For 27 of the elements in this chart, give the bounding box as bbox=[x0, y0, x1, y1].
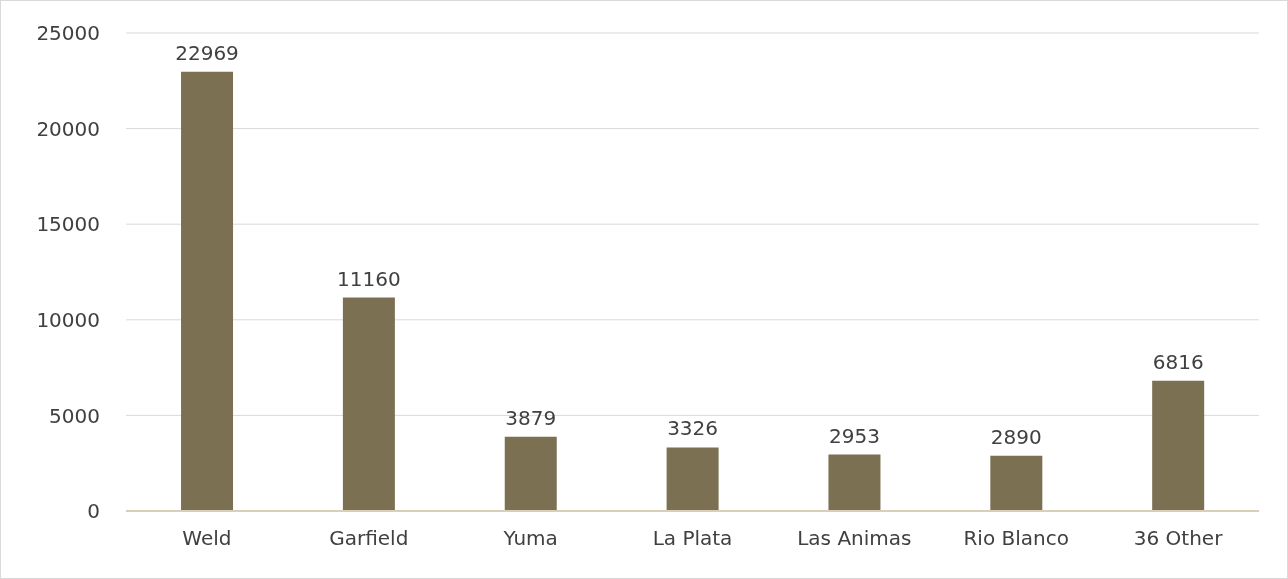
bar bbox=[990, 455, 1043, 511]
data-label: 2890 bbox=[990, 424, 1042, 449]
y-tick-label: 15000 bbox=[36, 212, 100, 237]
data-label: 2953 bbox=[829, 423, 880, 448]
data-label: 22969 bbox=[175, 40, 239, 65]
x-tick-label: La Plata bbox=[652, 526, 733, 551]
x-tick-label: Garfield bbox=[329, 526, 409, 551]
x-tick-label: Weld bbox=[182, 526, 232, 551]
data-label: 6816 bbox=[1152, 349, 1204, 374]
x-tick-label: 36 Other bbox=[1133, 526, 1224, 551]
x-tick-label: Yuma bbox=[502, 526, 558, 551]
bar bbox=[666, 447, 719, 511]
y-tick-label: 5000 bbox=[49, 403, 100, 428]
bar bbox=[1152, 380, 1205, 511]
data-label: 11160 bbox=[337, 266, 401, 291]
bar bbox=[181, 71, 234, 511]
bar bbox=[504, 436, 557, 511]
x-tick-label: Las Animas bbox=[797, 526, 912, 551]
x-tick-label: Rio Blanco bbox=[963, 526, 1069, 551]
y-tick-label: 25000 bbox=[36, 21, 100, 46]
y-tick-label: 20000 bbox=[36, 116, 100, 141]
bar bbox=[828, 454, 881, 511]
y-tick-label: 0 bbox=[87, 499, 100, 524]
data-label: 3326 bbox=[667, 416, 719, 441]
bar bbox=[342, 297, 395, 511]
y-tick-label: 10000 bbox=[36, 307, 100, 332]
data-label: 3879 bbox=[505, 405, 557, 430]
